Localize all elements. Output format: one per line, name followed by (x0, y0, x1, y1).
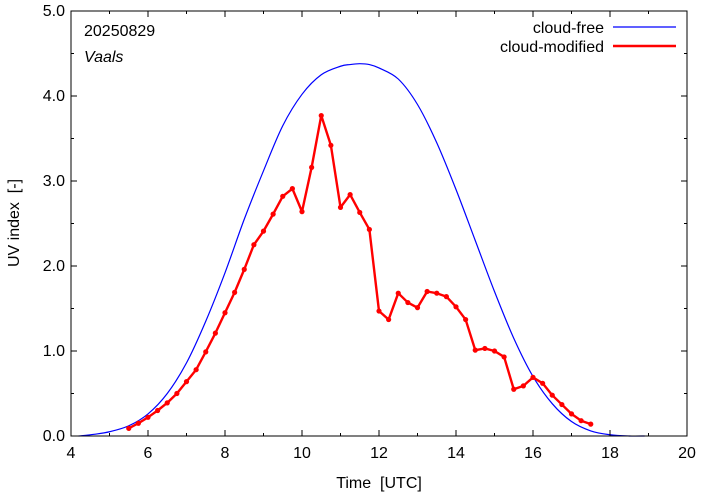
data-point-cloud-modified (395, 290, 401, 296)
data-point-cloud-modified (347, 192, 353, 198)
data-point-cloud-modified (434, 290, 440, 296)
x-tick-label: 4 (67, 445, 76, 462)
data-point-cloud-modified (309, 164, 315, 170)
data-point-cloud-modified (549, 392, 555, 398)
data-point-cloud-modified (193, 367, 199, 373)
data-point-cloud-modified (203, 349, 209, 355)
x-tick-label: 20 (678, 445, 696, 462)
data-point-cloud-modified (453, 304, 459, 310)
data-point-cloud-modified (241, 266, 247, 272)
x-tick-label: 14 (447, 445, 465, 462)
data-point-cloud-modified (164, 400, 170, 406)
legend: cloud-free cloud-modified (500, 20, 676, 56)
data-point-cloud-modified (463, 316, 469, 323)
plot-frame (70, 10, 688, 437)
data-point-cloud-modified (280, 193, 286, 199)
data-point-cloud-modified (155, 407, 161, 414)
data-point-cloud-modified (482, 345, 488, 352)
data-point-cloud-modified (472, 347, 478, 353)
data-point-cloud-modified (491, 348, 498, 354)
data-point-cloud-modified (126, 425, 132, 431)
y-tick-label: 5.0 (43, 3, 65, 20)
y-tick-label: 3.0 (43, 173, 65, 190)
data-point-cloud-modified (251, 242, 257, 248)
y-tick-label: 1.0 (43, 343, 65, 360)
data-point-cloud-modified (270, 211, 276, 217)
data-point-cloud-modified (366, 226, 372, 233)
data-point-cloud-modified (443, 294, 449, 300)
data-point-cloud-modified (520, 383, 526, 389)
x-tick-label: 18 (601, 445, 619, 462)
data-point-cloud-modified (337, 204, 344, 210)
data-point-cloud-modified (183, 379, 190, 385)
y-tick-label: 0.0 (43, 428, 65, 445)
data-point-cloud-modified (357, 209, 363, 216)
data-point-cloud-modified (530, 374, 536, 380)
data-point-cloud-modified (145, 414, 151, 420)
x-tick-label: 6 (144, 445, 153, 462)
x-tick-label: 16 (524, 445, 542, 462)
date-annotation: 20250829 (84, 23, 155, 40)
series-line-cloud-modified (128, 114, 592, 430)
data-point-cloud-modified (260, 228, 267, 234)
legend-label-cloud-free: cloud-free (533, 20, 604, 37)
data-point-cloud-modified (299, 209, 305, 215)
data-point-cloud-modified (568, 411, 575, 417)
ticks-layer: 4 6 8 10 12 14 16 18 20 0.0 1.0 2.0 3.0 4.0 5.0 (43, 3, 696, 462)
data-point-cloud-modified (174, 390, 180, 397)
x-tick-label: 8 (221, 445, 230, 462)
data-point-cloud-modified (135, 420, 141, 426)
data-point-cloud-modified (414, 305, 421, 311)
data-point-cloud-modified (501, 354, 507, 360)
x-axis-label: Time [UTC] (336, 475, 422, 492)
data-point-cloud-modified (376, 308, 382, 314)
data-point-cloud-modified (289, 186, 295, 192)
data-point-cloud-modified (578, 418, 584, 424)
data-point-cloud-modified (386, 316, 392, 323)
y-axis-label: UV index [-] (6, 179, 23, 267)
data-point-cloud-modified (318, 112, 324, 119)
data-point-cloud-modified (212, 330, 218, 336)
y-tick-label: 2.0 (43, 258, 65, 275)
data-point-cloud-modified (540, 380, 546, 386)
data-point-cloud-modified (328, 142, 334, 148)
series-line-cloud-free (78, 63, 645, 437)
data-point-cloud-modified (405, 299, 411, 306)
plot-layer (78, 63, 645, 437)
x-tick-label: 12 (370, 445, 388, 462)
data-point-cloud-modified (588, 421, 594, 427)
data-point-cloud-modified (424, 288, 430, 295)
y-tick-label: 4.0 (43, 88, 65, 105)
location-annotation: Vaals (84, 49, 123, 66)
data-point-cloud-modified (232, 289, 238, 295)
legend-label-cloud-modified: cloud-modified (500, 39, 604, 56)
x-tick-label: 10 (293, 445, 311, 462)
data-point-cloud-modified (511, 386, 517, 392)
axes-layer (70, 10, 688, 437)
data-point-cloud-modified (559, 401, 565, 408)
data-point-cloud-modified (222, 310, 228, 316)
